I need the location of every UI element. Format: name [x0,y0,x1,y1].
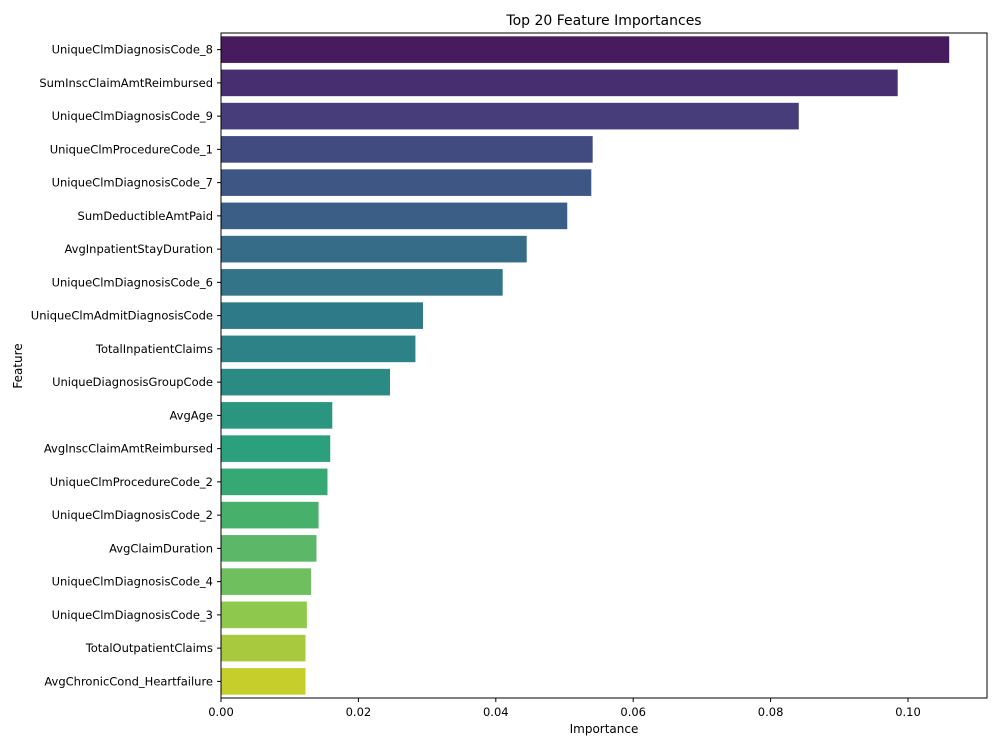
y-tick-label: UniqueDiagnosisGroupCode [52,375,213,389]
y-tick-layer: UniqueClmDiagnosisCode_8 SumInscClaimAmtR… [31,43,221,688]
bar [221,601,307,629]
bar [221,36,950,63]
bar [221,169,592,196]
bar [221,302,423,329]
bar [221,202,568,230]
bar [221,668,306,695]
y-tick-label: UniqueClmDiagnosisCode_9 [52,109,213,123]
y-tick-label: AvgClaimDuration [109,541,213,555]
y-tick-label: SumInscClaimAmtReimbursed [39,76,213,90]
y-tick-label: UniqueClmDiagnosisCode_8 [52,43,213,57]
y-tick-label: TotalOutpatientClaims [85,641,213,655]
y-tick-label: UniqueClmDiagnosisCode_6 [52,275,213,289]
plot-frame [220,32,988,699]
bar [221,435,331,462]
bar [221,402,333,429]
bar [221,235,527,263]
bars-layer [221,36,950,695]
x-tick-label: 0.08 [758,705,784,719]
y-tick-label: AvgInscClaimAmtReimbursed [44,442,213,456]
bar [221,368,391,396]
x-tick-label: 0.10 [895,705,921,719]
x-tick-layer: 0.00 0.02 0.04 0.06 0.08 0.10 [208,698,921,719]
chart-title: Top 20 Feature Importances [505,13,701,29]
y-tick-label: AvgAge [169,408,213,422]
y-tick-label: UniqueClmDiagnosisCode_7 [52,176,213,190]
y-tick-label: UniqueClmDiagnosisCode_3 [52,608,213,622]
bar [221,501,319,529]
x-tick-label: 0.00 [208,705,234,719]
x-tick-label: 0.02 [346,705,372,719]
y-tick-label: AvgChronicCond_Heartfailure [44,674,213,688]
y-tick-label: UniqueClmDiagnosisCode_2 [52,508,213,522]
y-tick-label: UniqueClmProcedureCode_1 [50,142,213,156]
y-tick-label: UniqueClmDiagnosisCode_4 [52,575,213,589]
y-tick-label: AvgInpatientStayDuration [64,242,213,256]
bar [221,468,328,496]
bar [221,634,306,662]
x-axis-label: Importance [570,722,639,736]
y-axis-label: Feature [11,343,25,388]
bar [221,568,311,595]
bar [221,69,898,97]
bar [221,335,416,363]
y-tick-label: UniqueClmAdmitDiagnosisCode [31,309,213,323]
y-tick-label: UniqueClmProcedureCode_2 [50,475,213,489]
bar [221,269,503,296]
bar [221,102,799,130]
bar [221,136,593,163]
x-tick-label: 0.04 [483,705,509,719]
y-tick-label: TotalInpatientClaims [95,342,213,356]
y-tick-label: SumDeductibleAmtPaid [78,209,213,223]
bar [221,535,317,562]
x-tick-label: 0.06 [620,705,646,719]
